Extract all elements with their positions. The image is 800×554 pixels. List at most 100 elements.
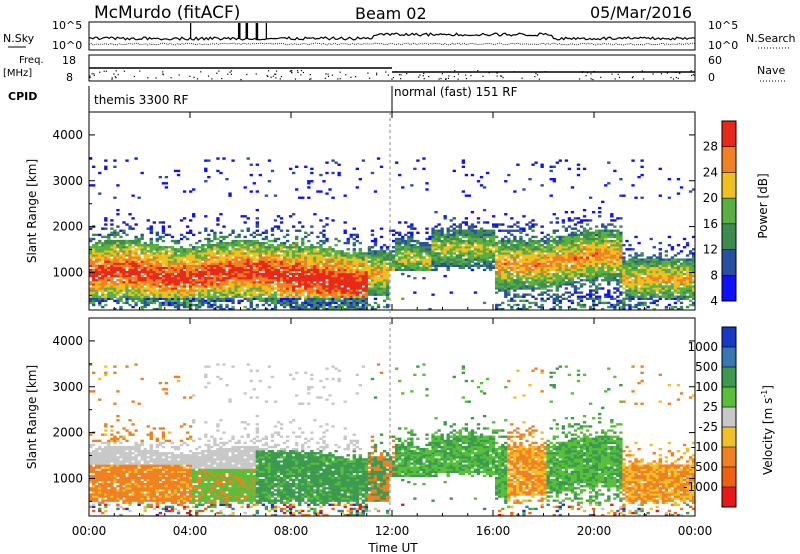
- power-cell: [595, 231, 599, 234]
- power-cell: [213, 285, 217, 288]
- power-cell: [116, 272, 120, 276]
- cpid-program-normal: normal (fast) 151 RF: [394, 85, 518, 99]
- power-cell: [282, 277, 287, 280]
- power-cell: [379, 250, 384, 253]
- power-cell: [576, 287, 581, 290]
- power-cell: [110, 250, 114, 253]
- power-cell: [355, 235, 359, 239]
- power-cell: [337, 274, 341, 278]
- power-cell: [89, 252, 93, 255]
- power-cell: [104, 167, 108, 171]
- power-cell: [585, 239, 590, 243]
- power-cell: [561, 241, 566, 245]
- power-cell: [579, 283, 584, 286]
- power-cell: [170, 248, 175, 251]
- power-cell: [525, 272, 529, 276]
- power-cell: [561, 256, 566, 259]
- power-cell: [195, 297, 199, 300]
- power-cell: [176, 248, 181, 251]
- power-cell: [340, 260, 344, 263]
- power-cell: [546, 277, 550, 280]
- power-cell: [385, 256, 390, 259]
- power-cell: [522, 303, 526, 307]
- power-cell: [267, 264, 272, 267]
- power-cell: [455, 241, 459, 245]
- power-cell: [225, 305, 229, 309]
- power-cell: [243, 221, 247, 224]
- power-cell: [228, 250, 232, 253]
- power-cell: [388, 262, 393, 265]
- power-cell: [461, 221, 466, 224]
- power-cell: [516, 260, 520, 263]
- power-cell: [549, 165, 553, 168]
- power-cell: [131, 281, 135, 284]
- power-cell: [543, 246, 547, 249]
- power-cell: [552, 178, 556, 181]
- power-cell: [416, 256, 420, 259]
- power-cell: [573, 237, 578, 241]
- power-cell: [107, 237, 111, 241]
- nave-dot: [155, 77, 157, 79]
- power-cell: [176, 307, 181, 311]
- power-cell: [285, 229, 290, 232]
- power-cell: [179, 250, 184, 253]
- power-cell: [467, 254, 472, 257]
- power-cell: [464, 241, 469, 245]
- power-cell: [379, 260, 384, 263]
- power-cell: [279, 303, 284, 307]
- power-cell: [525, 241, 529, 245]
- power-cell: [561, 219, 566, 222]
- power-cell: [449, 229, 453, 232]
- power-cell: [382, 260, 387, 263]
- power-cell: [331, 297, 335, 300]
- power-cell: [564, 262, 569, 265]
- power-cell: [331, 277, 335, 280]
- power-cell: [146, 254, 150, 257]
- noise-spike: [237, 23, 241, 39]
- power-cell: [246, 283, 250, 286]
- power-cell: [340, 293, 344, 296]
- power-cell: [240, 254, 244, 257]
- power-cell: [416, 266, 420, 270]
- power-cell: [334, 270, 338, 274]
- power-cell: [455, 260, 459, 263]
- power-cell: [522, 262, 526, 265]
- power-cell: [601, 307, 605, 311]
- power-cell: [167, 289, 172, 292]
- power-cell: [352, 283, 356, 286]
- power-cell: [195, 254, 199, 257]
- power-cell: [249, 287, 253, 290]
- power-cell: [519, 279, 523, 282]
- power-cell: [316, 235, 320, 239]
- power-cell: [119, 272, 123, 276]
- power-cell: [246, 246, 250, 249]
- power-cell: [243, 266, 247, 270]
- power-cell: [207, 297, 211, 300]
- freq-traces: [89, 67, 696, 81]
- nave-dot: [280, 75, 283, 78]
- power-cell: [310, 287, 314, 290]
- power-cell: [161, 277, 166, 280]
- power-cell: [467, 194, 472, 197]
- power-cell: [204, 277, 208, 280]
- power-cell: [537, 252, 541, 255]
- power-cell: [131, 239, 135, 243]
- power-cell: [346, 274, 350, 278]
- power-cell: [531, 239, 535, 243]
- power-cell: [164, 186, 169, 189]
- power-cell: [401, 254, 405, 257]
- power-cell: [134, 237, 138, 241]
- power-cell: [122, 264, 126, 267]
- power-cell: [479, 227, 484, 230]
- power-cell: [531, 244, 535, 247]
- power-cell: [198, 301, 202, 305]
- nave-dot: [275, 70, 278, 72]
- power-cell: [407, 241, 411, 245]
- power-cell: [570, 293, 575, 296]
- power-cell: [267, 281, 272, 284]
- power-cell: [392, 266, 396, 270]
- noise-sky-label: N.Sky: [3, 32, 35, 45]
- nave-dot: [291, 70, 293, 72]
- nave-dot: [139, 70, 141, 72]
- noise-right-tick-top: 10^5: [708, 19, 738, 32]
